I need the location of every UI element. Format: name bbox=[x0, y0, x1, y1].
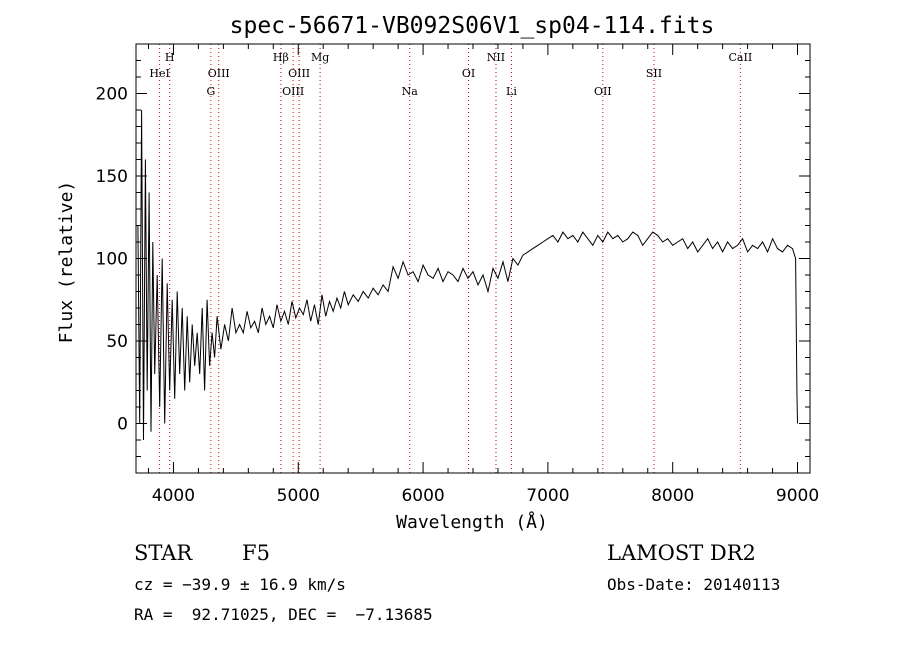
x-axis-label: Wavelength (Å) bbox=[396, 511, 548, 533]
y-tick-label: 0 bbox=[117, 415, 128, 435]
marker-label-caii: CaII bbox=[729, 51, 753, 64]
x-tick-label: 8000 bbox=[651, 486, 694, 506]
x-tick-label: 9000 bbox=[776, 486, 819, 506]
x-tick-label: 5000 bbox=[277, 486, 320, 506]
object-subclass: F5 bbox=[242, 541, 270, 565]
marker-label-oi: OI bbox=[462, 67, 475, 80]
object-class: STAR bbox=[134, 541, 193, 565]
marker-label-li: Li bbox=[506, 85, 517, 98]
marker-label-hβ: Hβ bbox=[273, 51, 289, 64]
axis-ticks bbox=[136, 43, 810, 474]
axis-tick-labels: 4000 5000 6000 7000 8000 9000 0 50 100 150 200 bbox=[96, 85, 820, 507]
marker-label-h: H bbox=[165, 51, 175, 64]
y-axis-label: Flux (relative) bbox=[56, 181, 77, 344]
marker-label-oii: OII bbox=[594, 85, 612, 98]
marker-label-oiii: OIII bbox=[208, 67, 230, 80]
chart-title: spec-56671-VB092S06V1_sp04-114.fits bbox=[230, 13, 715, 39]
x-tick-label: 7000 bbox=[526, 486, 569, 506]
marker-label-oiii: OIII bbox=[288, 67, 310, 80]
survey-name: LAMOST DR2 bbox=[607, 541, 756, 565]
redshift-cz: cz = −39.9 ± 16.9 km/s bbox=[134, 575, 346, 594]
x-tick-label: 6000 bbox=[401, 486, 444, 506]
y-tick-label: 100 bbox=[96, 250, 128, 270]
x-tick-label: 4000 bbox=[152, 486, 195, 506]
marker-label-nii: NII bbox=[487, 51, 505, 64]
y-tick-label: 150 bbox=[96, 167, 128, 187]
observation-date: Obs-Date: 20140113 bbox=[607, 575, 780, 594]
coordinates: RA = 92.71025, DEC = −7.13685 bbox=[134, 605, 433, 624]
y-tick-label: 200 bbox=[96, 85, 128, 105]
spectrum-line bbox=[137, 109, 798, 441]
marker-label-g: G bbox=[206, 85, 215, 98]
marker-label-mg: Mg bbox=[311, 51, 329, 64]
marker-label-oiii: OIII bbox=[282, 85, 304, 98]
marker-label-hei: HeI bbox=[149, 67, 169, 80]
marker-label-na: Na bbox=[402, 85, 419, 98]
marker-label-sii: SII bbox=[646, 67, 662, 80]
y-tick-label: 50 bbox=[106, 332, 128, 352]
